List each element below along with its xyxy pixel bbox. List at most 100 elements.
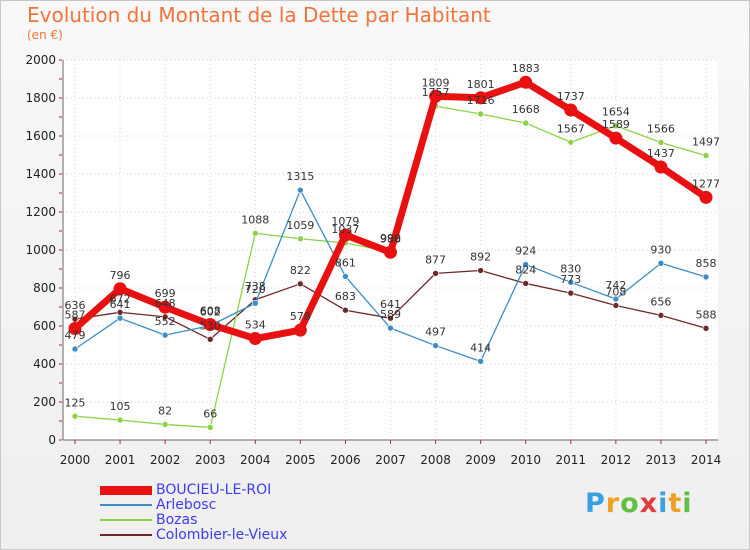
data-point-3 — [161, 313, 169, 321]
data-label: 924 — [515, 244, 536, 257]
data-point-1 — [251, 299, 259, 307]
data-label: 602 — [200, 306, 221, 319]
data-label: 773 — [560, 273, 581, 286]
y-tick-label: 1600 — [25, 129, 56, 143]
data-label: 1059 — [286, 219, 314, 232]
y-tick-label: 200 — [33, 395, 56, 409]
data-label: 1737 — [557, 90, 585, 103]
data-point-2 — [702, 152, 710, 159]
data-point-1 — [657, 259, 665, 267]
data-point-3 — [477, 267, 484, 274]
data-label: 588 — [696, 308, 717, 321]
logo-letter: i — [682, 488, 693, 519]
data-label: 530 — [200, 319, 221, 332]
data-point-1 — [477, 358, 484, 365]
data-label: 1757 — [422, 86, 450, 99]
data-point-1 — [71, 345, 79, 353]
logo-letter: x — [639, 488, 659, 519]
data-label: 497 — [425, 326, 446, 339]
data-label: 990 — [380, 232, 401, 245]
logo-letter: i — [658, 488, 669, 519]
data-label: 82 — [158, 404, 172, 417]
data-label: 683 — [335, 290, 356, 303]
data-point-0 — [158, 300, 172, 314]
data-label: 861 — [335, 256, 356, 269]
data-point-3 — [612, 302, 620, 309]
data-point-2 — [116, 416, 124, 424]
data-point-2 — [251, 229, 259, 237]
data-point-0 — [699, 190, 713, 204]
data-label: 1809 — [422, 76, 450, 89]
data-point-3 — [387, 314, 394, 322]
data-point-0 — [654, 160, 668, 174]
data-label: 708 — [605, 285, 626, 298]
data-point-2 — [612, 122, 620, 130]
data-point-0 — [519, 75, 533, 89]
data-point-0 — [338, 228, 352, 242]
x-tick-label: 2007 — [375, 453, 406, 467]
legend-item-1: Arlebosc — [100, 498, 287, 513]
data-label: 742 — [605, 279, 626, 292]
x-tick-label: 2012 — [601, 453, 632, 467]
data-point-1 — [702, 273, 710, 281]
data-point-1 — [522, 261, 530, 268]
y-tick-label: 2000 — [25, 53, 56, 67]
x-tick-label: 2014 — [691, 453, 722, 467]
data-point-2 — [567, 138, 575, 146]
data-point-2 — [206, 424, 214, 431]
x-tick-label: 2009 — [465, 453, 496, 467]
data-label: 608 — [200, 304, 221, 317]
logo-letter: t — [668, 488, 683, 519]
legend-item-2: Bozas — [100, 513, 287, 528]
x-tick-label: 2011 — [556, 453, 587, 467]
x-tick-label: 2002 — [150, 453, 181, 467]
x-tick-label: 2008 — [420, 453, 451, 467]
data-label: 672 — [110, 292, 131, 305]
data-label: 1801 — [467, 78, 495, 91]
data-label: 1567 — [557, 122, 585, 135]
data-point-0 — [113, 282, 127, 296]
data-label: 1437 — [647, 147, 675, 160]
data-label: 1589 — [602, 118, 630, 131]
data-label: 738 — [245, 280, 266, 293]
data-point-0 — [564, 103, 578, 117]
data-point-0 — [384, 245, 397, 259]
data-point-0 — [474, 91, 488, 105]
y-tick-label: 1200 — [25, 205, 56, 219]
x-tick-label: 2006 — [330, 453, 361, 467]
legend-label: Bozas — [156, 512, 198, 528]
data-label: 1497 — [692, 136, 720, 149]
data-label: 1566 — [647, 122, 675, 135]
x-tick-label: 2010 — [510, 453, 541, 467]
data-point-2 — [477, 110, 484, 118]
data-point-0 — [68, 321, 82, 335]
data-label: 479 — [65, 329, 86, 342]
y-tick-label: 1000 — [25, 243, 56, 257]
data-point-1 — [387, 324, 394, 332]
data-label: 699 — [155, 287, 176, 300]
legend-item-0: BOUCIEU-LE-ROI — [100, 483, 287, 498]
data-point-3 — [567, 289, 575, 297]
x-tick-label: 2001 — [105, 453, 136, 467]
y-tick-label: 1800 — [25, 91, 56, 105]
data-label: 125 — [65, 396, 86, 409]
data-label: 1315 — [286, 170, 314, 183]
x-tick-label: 2003 — [195, 453, 226, 467]
chart-unit: (en €) — [27, 28, 63, 42]
legend-swatch — [100, 519, 152, 521]
legend-swatch — [100, 534, 152, 536]
data-point-3 — [297, 280, 304, 288]
x-tick-label: 2000 — [60, 453, 91, 467]
data-point-0 — [609, 131, 623, 145]
data-point-1 — [612, 295, 620, 303]
data-label: 105 — [110, 400, 131, 413]
legend-label: Arlebosc — [156, 497, 217, 513]
data-label: 796 — [110, 269, 131, 282]
data-label: 877 — [425, 253, 446, 266]
data-point-1 — [432, 342, 439, 349]
data-label: 1654 — [602, 106, 630, 119]
legend-item-3: Colombier-le-Vieux — [100, 528, 287, 543]
data-label: 641 — [110, 298, 131, 311]
data-label: 1277 — [692, 177, 720, 190]
